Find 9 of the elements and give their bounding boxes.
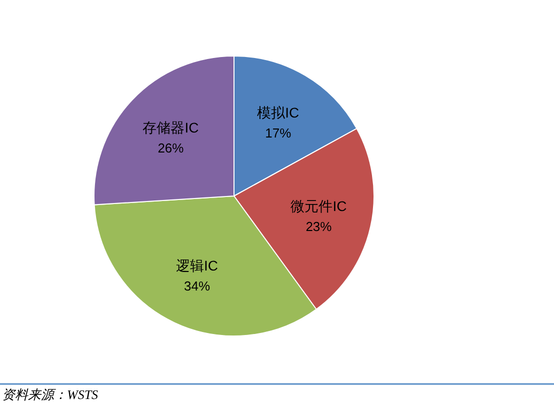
data-label: 17% bbox=[265, 125, 292, 140]
data-label: 23% bbox=[306, 218, 332, 234]
slice-label: 存储器IC bbox=[142, 120, 199, 136]
data-label: 34% bbox=[184, 278, 210, 294]
data-label: 26% bbox=[158, 140, 184, 156]
slice-label: 模拟IC bbox=[257, 104, 300, 120]
slice-label: 逻辑IC bbox=[176, 258, 218, 274]
slice-label: 微元件IC bbox=[290, 198, 347, 214]
text: 资料来源：WSTS bbox=[2, 387, 99, 402]
